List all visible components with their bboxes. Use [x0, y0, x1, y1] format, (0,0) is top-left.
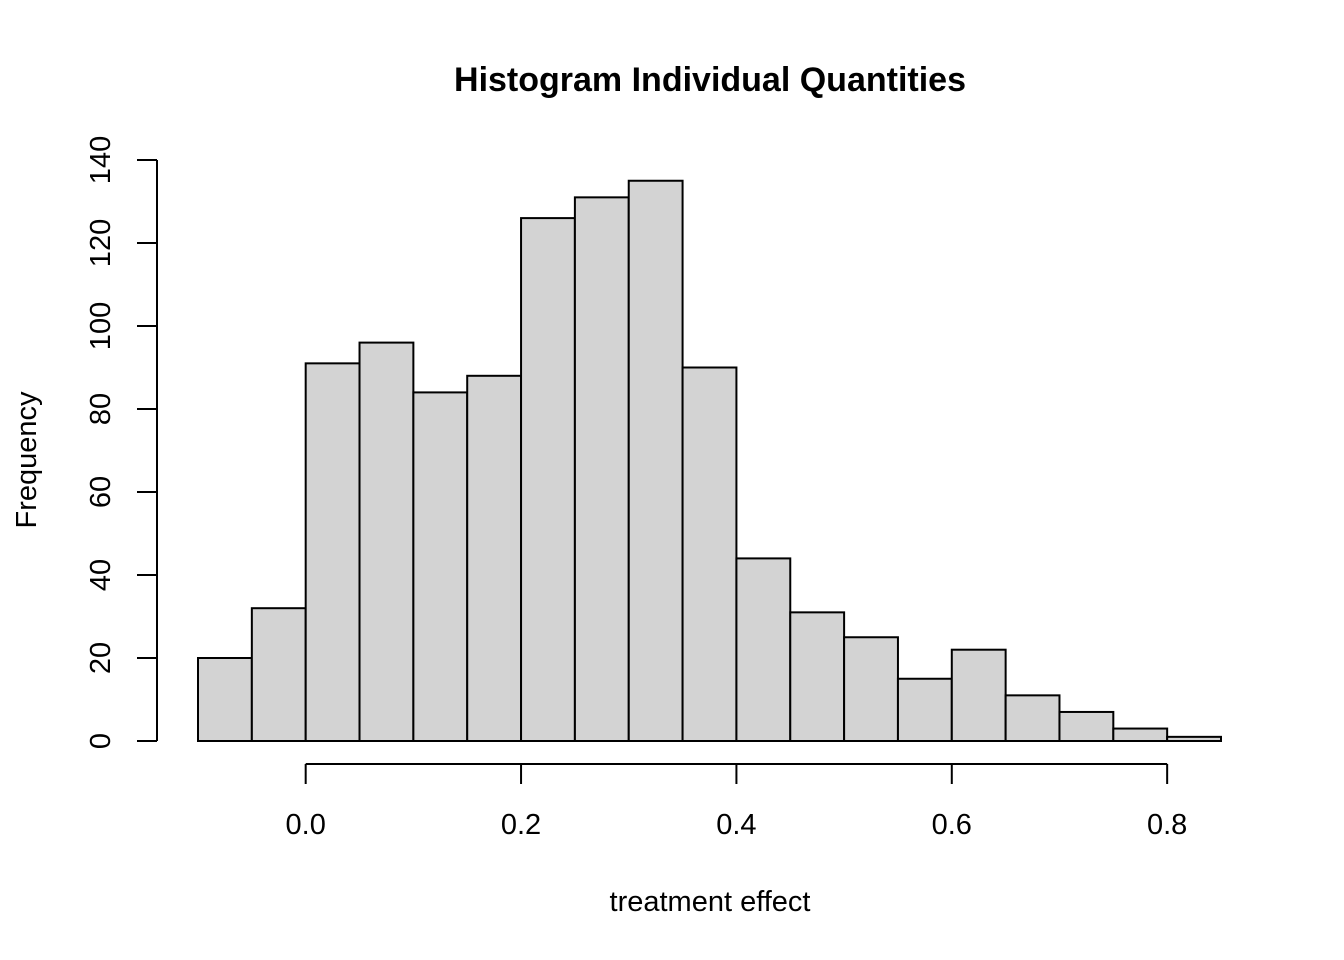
- y-axis-label: Frequency: [11, 391, 43, 529]
- y-tick-label: 80: [85, 393, 117, 425]
- histogram-bar: [1112, 727, 1169, 742]
- histogram-bar: [1166, 735, 1222, 742]
- histogram-bar: [412, 391, 469, 742]
- chart-title: Histogram Individual Quantities: [454, 61, 966, 99]
- histogram-bar: [520, 217, 576, 743]
- y-tick-label: 40: [85, 559, 117, 591]
- histogram-bar: [197, 657, 253, 742]
- histogram-bar: [681, 366, 738, 742]
- histogram-bar: [735, 557, 792, 743]
- bars-layer: [197, 179, 1222, 743]
- y-tick-label: 120: [85, 219, 117, 267]
- histogram-bar: [573, 196, 630, 743]
- histogram-bar: [950, 648, 1007, 743]
- y-tick-label: 20: [85, 642, 117, 674]
- histogram-bar: [1004, 694, 1061, 742]
- histogram-bar: [789, 611, 846, 742]
- y-axis: 0 20 40 60 80 100 120 140: [85, 136, 158, 749]
- histogram-bar: [627, 179, 684, 742]
- x-axis: 0.0 0.2 0.4 0.6 0.8: [286, 763, 1187, 841]
- x-tick-label: 0.4: [716, 809, 756, 841]
- histogram-bar: [250, 607, 307, 743]
- histogram-bar: [843, 636, 899, 742]
- x-tick-label: 0.0: [286, 809, 326, 841]
- histogram-bar: [304, 362, 361, 742]
- y-tick-label: 60: [85, 476, 117, 508]
- x-tick-label: 0.8: [1147, 809, 1187, 841]
- x-tick-label: 0.6: [932, 809, 972, 841]
- y-tick-label: 100: [85, 302, 117, 350]
- histogram-bar: [1058, 710, 1115, 743]
- y-tick-label: 0: [85, 733, 117, 749]
- histogram-bar: [466, 374, 523, 742]
- histogram-bar: [358, 341, 415, 742]
- y-tick-label: 140: [85, 136, 117, 184]
- histogram-bar: [896, 677, 953, 742]
- x-axis-label: treatment effect: [610, 886, 811, 918]
- x-tick-label: 0.2: [501, 809, 541, 841]
